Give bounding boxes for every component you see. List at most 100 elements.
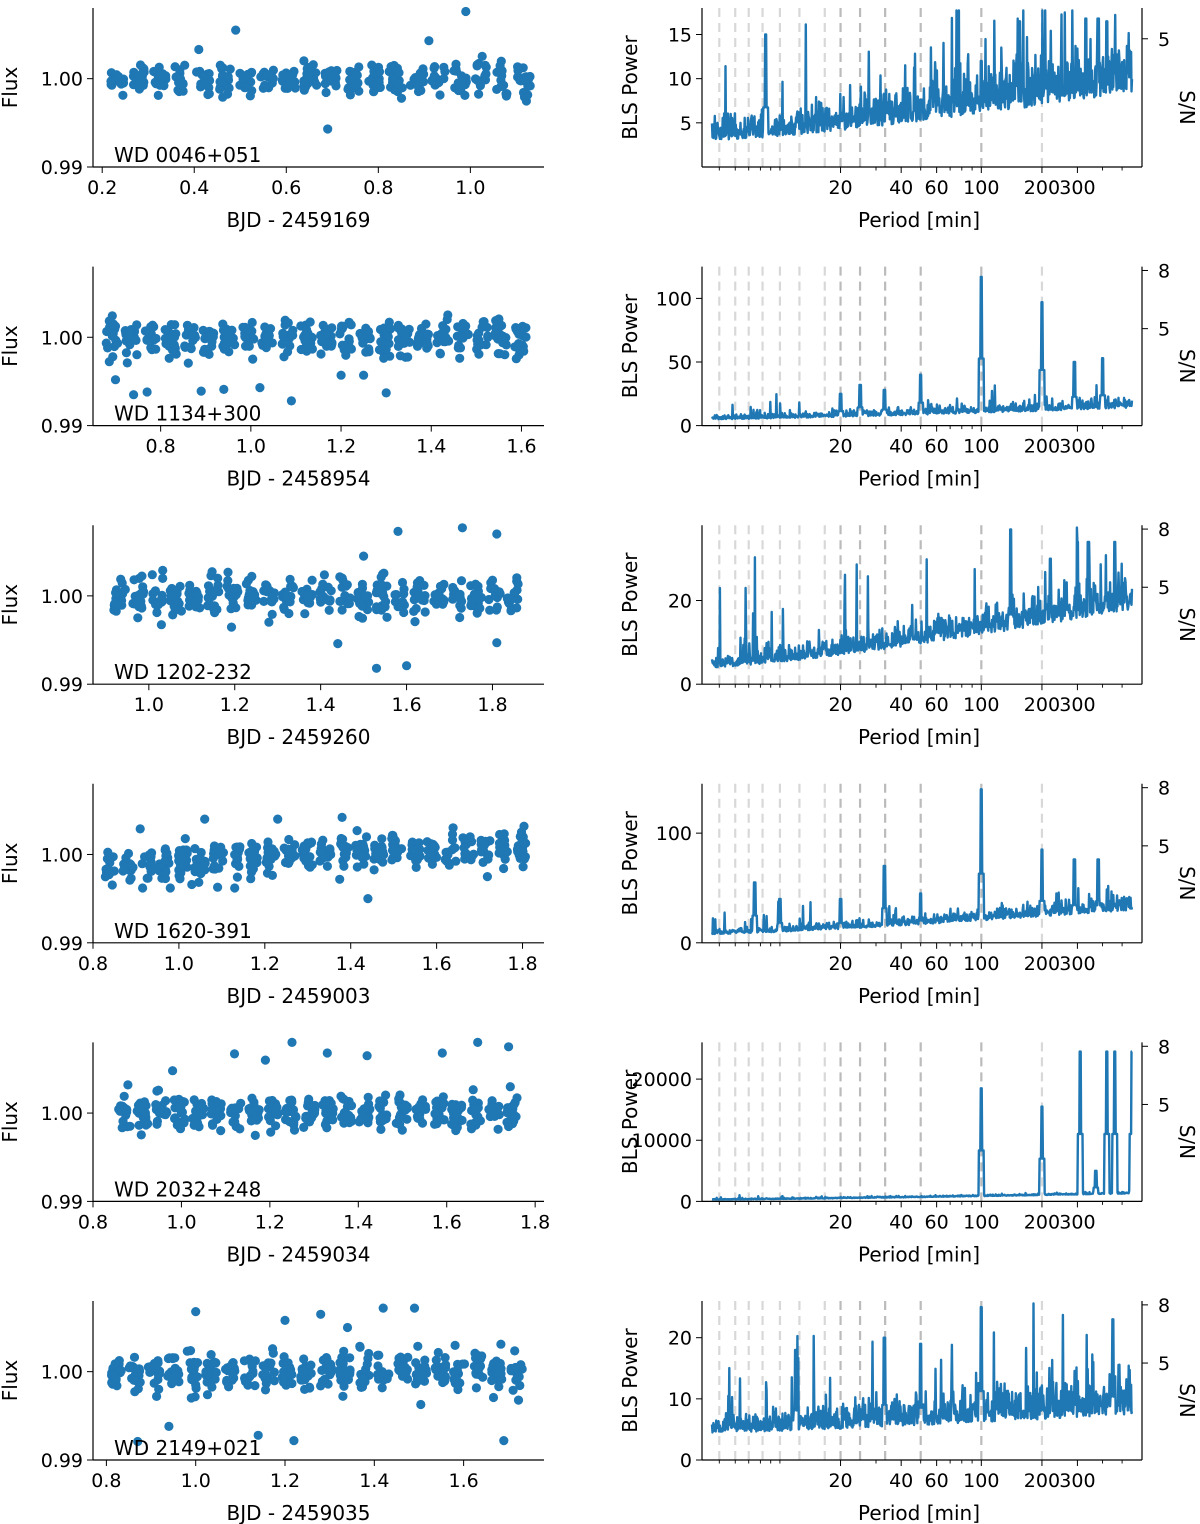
flux-point — [283, 844, 293, 854]
flux-point — [411, 1358, 421, 1368]
lc-ylabel: Flux — [0, 1101, 22, 1143]
flux-point — [227, 1103, 237, 1113]
flux-point — [203, 581, 214, 591]
bls-xlabel: Period [min] — [858, 725, 980, 749]
flux-point — [459, 843, 469, 853]
flux-point — [192, 1372, 202, 1382]
flux-point — [232, 872, 242, 882]
flux-point — [142, 873, 152, 883]
lc-xtick-label: 1.2 — [255, 1211, 285, 1233]
flux-point — [277, 339, 288, 349]
flux-point — [153, 1085, 164, 1095]
bls-power-series — [710, 526, 1134, 669]
flux-point — [304, 1094, 314, 1104]
flux-point — [403, 1352, 413, 1362]
flux-point — [488, 1392, 499, 1403]
flux-point — [300, 609, 310, 619]
flux-point — [414, 76, 424, 86]
flux-point — [357, 1373, 368, 1383]
flux-point — [438, 1377, 448, 1388]
flux-point — [410, 617, 420, 627]
flux-point — [232, 583, 242, 594]
flux-point — [283, 347, 293, 357]
lc-xtick-label: 0.6 — [271, 177, 301, 199]
lc-xtick-label: 0.8 — [363, 177, 393, 199]
flux-point — [448, 584, 458, 594]
flux-point — [394, 1113, 405, 1123]
flux-outlier-point — [359, 551, 369, 561]
flux-point — [376, 572, 386, 582]
flux-point — [266, 1358, 276, 1368]
flux-point — [301, 1113, 311, 1123]
flux-point — [269, 1376, 279, 1386]
flux-point — [477, 845, 487, 855]
flux-point — [103, 343, 113, 353]
flux-point — [396, 339, 406, 349]
lc-xtick-label: 1.4 — [416, 436, 446, 458]
lc-ytick-label: 0.99 — [41, 157, 83, 179]
flux-point — [289, 1125, 300, 1135]
flux-outlier-point — [337, 812, 347, 823]
flux-point — [214, 863, 224, 873]
flux-outlier-point — [359, 370, 369, 380]
flux-point — [312, 80, 322, 90]
flux-point — [279, 1352, 289, 1362]
flux-point — [505, 1082, 515, 1092]
flux-point — [336, 839, 346, 849]
flux-point — [129, 80, 139, 90]
flux-point — [160, 856, 170, 866]
target-name: WD 1134+300 — [114, 402, 261, 426]
flux-point — [414, 838, 424, 848]
flux-point — [433, 1347, 443, 1358]
flux-point — [512, 573, 522, 583]
flux-point — [354, 62, 364, 72]
bls-ylabel: BLS Power — [618, 1069, 642, 1174]
flux-point — [267, 609, 277, 620]
flux-point — [283, 83, 293, 93]
flux-point — [286, 1365, 296, 1375]
flux-point — [376, 1124, 386, 1134]
flux-point — [382, 1374, 392, 1384]
flux-point — [429, 63, 439, 73]
flux-point — [136, 1130, 146, 1140]
lc-ytick-label: 1.00 — [41, 1362, 83, 1384]
flux-point — [284, 834, 294, 845]
flux-point — [521, 323, 531, 333]
flux-point — [142, 335, 152, 345]
flux-point — [389, 844, 399, 854]
flux-point — [150, 586, 160, 596]
sn-ytick-label: 5 — [1158, 577, 1170, 599]
lc-xtick-label: 1.0 — [181, 1470, 211, 1492]
flux-point — [287, 1378, 297, 1389]
flux-point — [196, 847, 206, 858]
flux-point — [379, 1115, 389, 1125]
flux-point — [128, 71, 139, 81]
flux-point — [183, 358, 193, 368]
lc-ylabel: Flux — [0, 67, 22, 109]
flux-point — [472, 75, 482, 85]
flux-outlier-point — [273, 814, 283, 824]
flux-point — [137, 69, 147, 79]
flux-point — [126, 873, 136, 883]
lc-ylabel: Flux — [0, 325, 22, 367]
bls-power-series — [710, 1302, 1134, 1434]
bls-panel-6: 0 10 20 5 8 20 40 60 100 200 300 Period [min] BLS Po… — [618, 1295, 1199, 1524]
flux-point — [126, 859, 136, 870]
flux-point — [132, 350, 142, 360]
flux-point — [337, 573, 347, 583]
flux-point — [468, 1085, 478, 1095]
flux-point — [140, 1108, 150, 1118]
flux-point — [158, 573, 168, 584]
flux-point — [345, 90, 355, 100]
flux-outlier-point — [229, 1049, 240, 1059]
flux-point — [319, 570, 329, 580]
bls-ytick-label: 100 — [656, 823, 692, 845]
bls-power-series — [710, 788, 1134, 936]
flux-point — [304, 839, 314, 849]
flux-point — [242, 82, 253, 92]
flux-point — [345, 75, 355, 85]
flux-point — [204, 594, 214, 604]
flux-point — [264, 617, 274, 627]
flux-point — [278, 328, 288, 338]
flux-outlier-point — [457, 523, 467, 533]
